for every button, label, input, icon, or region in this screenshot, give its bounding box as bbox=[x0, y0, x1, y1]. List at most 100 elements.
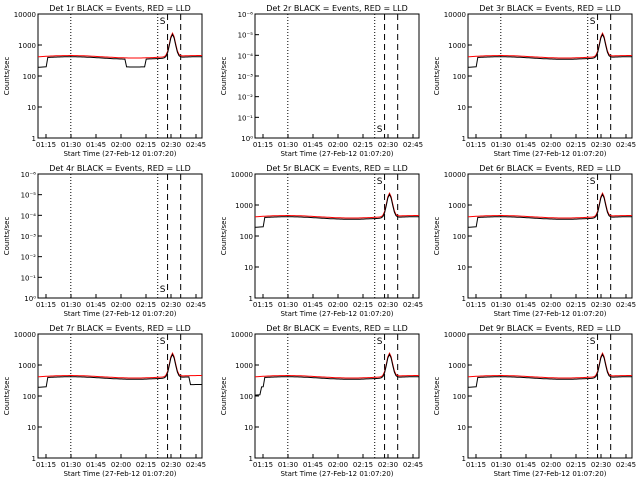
y-tick-label: 10 bbox=[27, 424, 36, 432]
x-tick-label: 02:45 bbox=[403, 461, 423, 469]
x-axis-label: Start Time (27-Feb-12 01:07:20) bbox=[493, 310, 606, 318]
x-tick-label: 02:15 bbox=[566, 301, 586, 309]
x-tick-label: 02:15 bbox=[566, 461, 586, 469]
x-tick-label: 02:30 bbox=[161, 141, 181, 149]
x-tick-label: 02:45 bbox=[186, 461, 206, 469]
annotation-label: S bbox=[377, 125, 383, 135]
x-tick-label: 01:45 bbox=[516, 301, 536, 309]
x-tick-label: 01:45 bbox=[86, 141, 106, 149]
y-tick-label: 1000 bbox=[18, 362, 36, 370]
x-tick-label: 02:00 bbox=[541, 301, 561, 309]
y-tick-label: 1 bbox=[32, 455, 36, 463]
y-tick-label: 100 bbox=[23, 393, 36, 401]
x-tick-label: 02:15 bbox=[136, 301, 156, 309]
x-tick-label: 01:15 bbox=[36, 461, 56, 469]
x-tick-label: 01:45 bbox=[516, 461, 536, 469]
y-axis-label: Counts/sec bbox=[3, 217, 11, 256]
x-tick-label: 02:00 bbox=[111, 461, 131, 469]
plot-frame bbox=[37, 173, 203, 299]
panel-det-8r: Det 8r BLACK = Events, RED = LLD Counts/s… bbox=[220, 324, 423, 478]
plot-frame bbox=[37, 13, 203, 139]
panel-det-1r: Det 1r BLACK = Events, RED = LLD Counts/s… bbox=[3, 4, 206, 158]
y-tick-label: 1000 bbox=[235, 202, 253, 210]
y-tick-label: 10 bbox=[457, 424, 466, 432]
series-line-lld bbox=[467, 351, 633, 379]
y-tick-label: 10⁻³ bbox=[238, 73, 254, 81]
panel-det-6r: Det 6r BLACK = Events, RED = LLD Counts/s… bbox=[433, 164, 636, 318]
y-tick-label: 10⁻⁴ bbox=[21, 212, 37, 220]
y-tick-label: 10000 bbox=[231, 171, 253, 179]
y-tick-label: 10 bbox=[457, 104, 466, 112]
x-tick-label: 01:15 bbox=[466, 141, 486, 149]
y-axis-label: Counts/sec bbox=[220, 57, 228, 96]
panel-title: Det 5r BLACK = Events, RED = LLD bbox=[266, 164, 408, 173]
y-tick-label: 1000 bbox=[448, 42, 466, 50]
plot-frame bbox=[467, 333, 633, 459]
y-tick-label: 10⁻⁵ bbox=[238, 32, 254, 40]
series-line-lld bbox=[254, 351, 420, 379]
x-axis-label: Start Time (27-Feb-12 01:07:20) bbox=[63, 150, 176, 158]
series-line-events bbox=[37, 33, 202, 68]
x-tick-label: 02:00 bbox=[111, 141, 131, 149]
x-axis-label: Start Time (27-Feb-12 01:07:20) bbox=[493, 470, 606, 478]
panel-det-5r: Det 5r BLACK = Events, RED = LLD Counts/s… bbox=[220, 164, 423, 318]
x-tick-label: 02:45 bbox=[403, 141, 423, 149]
annotation-label: S bbox=[160, 337, 166, 347]
annotation-label: S bbox=[590, 17, 596, 27]
x-tick-label: 02:45 bbox=[616, 301, 636, 309]
x-tick-label: 01:15 bbox=[253, 301, 273, 309]
x-tick-label: 02:15 bbox=[136, 461, 156, 469]
y-tick-label: 1 bbox=[462, 455, 466, 463]
x-tick-label: 02:00 bbox=[111, 301, 131, 309]
y-tick-label: 10000 bbox=[444, 11, 466, 19]
plot-frame bbox=[467, 173, 633, 299]
y-tick-label: 10⁻⁶ bbox=[238, 11, 254, 19]
y-tick-label: 100 bbox=[453, 73, 466, 81]
panel-title: Det 4r BLACK = Events, RED = LLD bbox=[49, 164, 191, 173]
x-tick-label: 01:45 bbox=[86, 461, 106, 469]
y-tick-label: 10000 bbox=[14, 331, 36, 339]
x-tick-label: 01:15 bbox=[466, 301, 486, 309]
x-tick-label: 02:45 bbox=[186, 301, 206, 309]
x-tick-label: 02:15 bbox=[353, 461, 373, 469]
y-tick-label: 10⁻³ bbox=[21, 233, 37, 241]
x-axis-label: Start Time (27-Feb-12 01:07:20) bbox=[280, 310, 393, 318]
annotation-label: S bbox=[160, 17, 166, 27]
y-tick-label: 10000 bbox=[231, 331, 253, 339]
x-tick-label: 01:30 bbox=[61, 301, 81, 309]
x-tick-label: 02:45 bbox=[186, 141, 206, 149]
y-tick-label: 10 bbox=[457, 264, 466, 272]
y-tick-label: 10⁻¹ bbox=[238, 114, 254, 122]
x-tick-label: 02:15 bbox=[136, 141, 156, 149]
annotation-label: S bbox=[590, 337, 596, 347]
x-tick-label: 01:45 bbox=[516, 141, 536, 149]
panel-title: Det 9r BLACK = Events, RED = LLD bbox=[479, 324, 621, 333]
y-tick-label: 100 bbox=[453, 393, 466, 401]
panel-det-2r: Det 2r BLACK = Events, RED = LLD Counts/s… bbox=[220, 4, 423, 158]
x-tick-label: 01:15 bbox=[36, 301, 56, 309]
x-tick-label: 01:45 bbox=[303, 141, 323, 149]
x-tick-label: 01:45 bbox=[303, 461, 323, 469]
x-tick-label: 02:45 bbox=[616, 141, 636, 149]
x-tick-label: 01:30 bbox=[61, 461, 81, 469]
panel-title: Det 2r BLACK = Events, RED = LLD bbox=[266, 4, 408, 13]
y-axis-label: Counts/sec bbox=[433, 57, 441, 96]
y-axis-label: Counts/sec bbox=[220, 217, 228, 256]
series-line-events bbox=[254, 353, 419, 396]
series-line-lld bbox=[467, 31, 633, 59]
x-tick-label: 01:15 bbox=[466, 461, 486, 469]
panel-det-3r: Det 3r BLACK = Events, RED = LLD Counts/s… bbox=[433, 4, 636, 158]
x-tick-label: 01:30 bbox=[491, 301, 511, 309]
x-tick-label: 02:30 bbox=[378, 141, 398, 149]
x-tick-label: 02:15 bbox=[566, 141, 586, 149]
y-tick-label: 100 bbox=[23, 73, 36, 81]
annotation-label: S bbox=[377, 337, 383, 347]
x-tick-label: 01:45 bbox=[303, 301, 323, 309]
x-tick-label: 02:00 bbox=[328, 301, 348, 309]
x-tick-label: 02:30 bbox=[161, 461, 181, 469]
x-tick-label: 02:00 bbox=[541, 461, 561, 469]
y-tick-label: 100 bbox=[240, 393, 253, 401]
plot-frame bbox=[37, 333, 203, 459]
series-line-lld bbox=[37, 351, 203, 379]
